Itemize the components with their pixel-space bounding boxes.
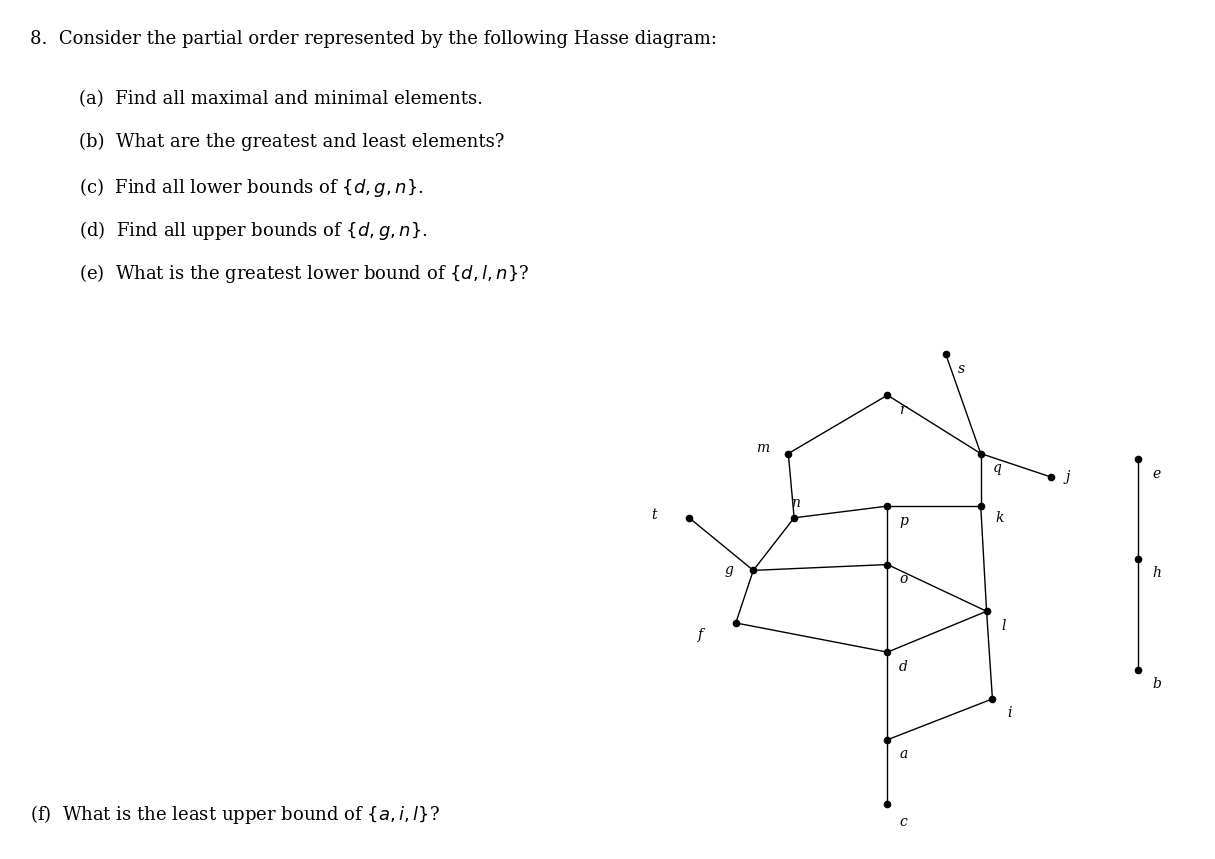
Text: b: b (1153, 677, 1162, 691)
Text: (c)  Find all lower bounds of $\{d, g, n\}$.: (c) Find all lower bounds of $\{d, g, n\… (79, 176, 424, 199)
Text: (e)  What is the greatest lower bound of $\{d, l, n\}$?: (e) What is the greatest lower bound of … (79, 262, 530, 285)
Text: i: i (1007, 706, 1012, 721)
Text: f: f (697, 628, 703, 642)
Text: m: m (756, 441, 769, 454)
Text: (a)  Find all maximal and minimal elements.: (a) Find all maximal and minimal element… (79, 90, 484, 108)
Text: t: t (651, 508, 657, 522)
Text: c: c (899, 814, 906, 829)
Text: n: n (791, 497, 801, 510)
Text: (b)  What are the greatest and least elements?: (b) What are the greatest and least elem… (79, 133, 504, 151)
Text: (d)  Find all upper bounds of $\{d, g, n\}$.: (d) Find all upper bounds of $\{d, g, n\… (79, 219, 428, 242)
Text: d: d (899, 660, 908, 673)
Text: l: l (1001, 618, 1006, 633)
Text: e: e (1153, 467, 1162, 481)
Text: j: j (1066, 470, 1069, 484)
Text: g: g (724, 564, 733, 577)
Text: p: p (899, 514, 908, 527)
Text: k: k (995, 511, 1004, 525)
Text: (f)  What is the least upper bound of $\{a, i, l\}$?: (f) What is the least upper bound of $\{… (30, 803, 440, 826)
Text: r: r (899, 403, 905, 417)
Text: q: q (993, 461, 1001, 475)
Text: s: s (957, 362, 965, 376)
Text: a: a (899, 747, 908, 761)
Text: 8.  Consider the partial order represented by the following Hasse diagram:: 8. Consider the partial order represente… (30, 30, 717, 48)
Text: h: h (1153, 566, 1162, 581)
Text: o: o (899, 572, 908, 586)
